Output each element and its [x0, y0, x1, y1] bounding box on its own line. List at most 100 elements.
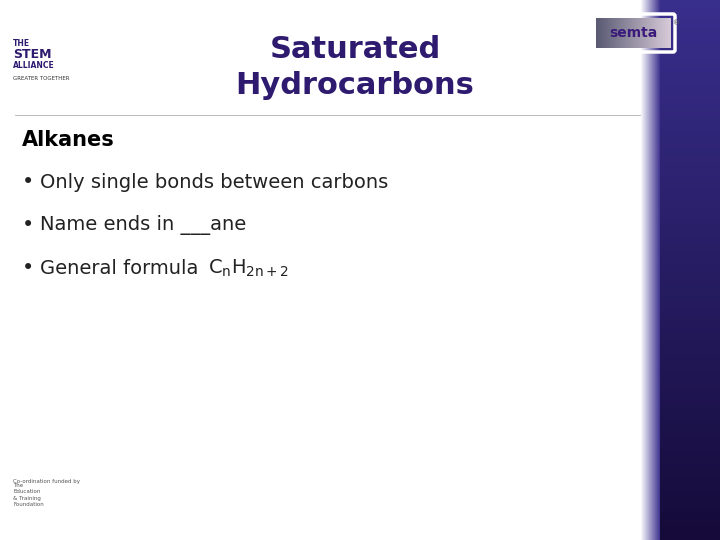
Text: THE: THE [13, 39, 30, 49]
Text: STEM: STEM [13, 49, 52, 62]
Bar [660, 22, 720, 27]
Bar [655, 0, 656, 540]
Bar [617, 18, 618, 48]
Bar [660, 117, 720, 122]
Bar [655, 18, 656, 48]
Bar [660, 485, 720, 490]
Bar [629, 18, 630, 48]
Text: Only single bonds between carbons: Only single bonds between carbons [40, 172, 388, 192]
Bar [660, 283, 720, 288]
Bar [622, 18, 623, 48]
Bar [660, 522, 720, 526]
Bar [660, 445, 720, 450]
Bar [660, 382, 720, 387]
Bar [607, 18, 608, 48]
Bar [660, 427, 720, 432]
Bar [660, 53, 720, 58]
Bar [649, 18, 650, 48]
Bar [660, 319, 720, 324]
Bar [660, 310, 720, 315]
Bar [596, 18, 597, 48]
Bar [654, 18, 655, 48]
Bar [662, 18, 663, 48]
Bar [660, 112, 720, 117]
Bar [604, 18, 605, 48]
Bar [648, 0, 649, 540]
Bar [636, 18, 637, 48]
Bar [619, 18, 620, 48]
Text: Co-ordination funded by: Co-ordination funded by [13, 480, 80, 484]
Bar [660, 535, 720, 540]
Bar [627, 18, 628, 48]
Bar [670, 18, 671, 48]
Bar [658, 18, 659, 48]
Bar [660, 171, 720, 176]
Bar [660, 44, 720, 50]
Bar [660, 279, 720, 284]
Bar [660, 472, 720, 477]
Bar [660, 202, 720, 207]
Bar [660, 409, 720, 414]
Bar [643, 0, 644, 540]
Bar [649, 0, 650, 540]
Bar [660, 301, 720, 306]
Bar [651, 0, 652, 540]
Bar [634, 18, 635, 48]
Bar [660, 144, 720, 149]
Text: $\mathregular{C_nH_{2n+2}}$: $\mathregular{C_nH_{2n+2}}$ [208, 258, 289, 279]
Bar [660, 499, 720, 504]
Bar [638, 18, 639, 48]
Bar [652, 18, 653, 48]
Bar [668, 18, 669, 48]
Bar [660, 476, 720, 482]
Bar [660, 0, 720, 4]
Bar [660, 166, 720, 171]
Bar [660, 269, 720, 274]
Text: General formula: General formula [40, 259, 204, 278]
Bar [650, 0, 651, 540]
Bar [660, 215, 720, 220]
Bar [660, 373, 720, 378]
Bar [660, 63, 720, 68]
Bar [660, 265, 720, 270]
Bar [606, 18, 607, 48]
Bar [660, 323, 720, 328]
Bar [660, 94, 720, 99]
Bar [632, 18, 633, 48]
Bar [640, 18, 641, 48]
Bar [660, 436, 720, 441]
Bar [653, 18, 654, 48]
Text: Hydrocarbons: Hydrocarbons [235, 71, 474, 99]
Bar [660, 422, 720, 428]
Bar [644, 0, 645, 540]
Bar [645, 0, 646, 540]
Bar [601, 18, 602, 48]
Bar [660, 152, 720, 158]
Bar [660, 247, 720, 252]
Bar [660, 517, 720, 522]
Bar [652, 0, 653, 540]
Bar [660, 36, 720, 40]
Bar [660, 80, 720, 85]
Bar [660, 503, 720, 509]
Bar [624, 18, 625, 48]
Bar [660, 296, 720, 301]
Text: Alkanes: Alkanes [22, 130, 114, 150]
Bar [660, 495, 720, 500]
Bar [664, 18, 665, 48]
Text: semta: semta [609, 26, 657, 40]
Bar [651, 18, 652, 48]
Bar [612, 18, 613, 48]
Bar [597, 18, 598, 48]
Bar [599, 18, 600, 48]
Bar [660, 404, 720, 409]
Bar [660, 530, 720, 536]
Bar [660, 58, 720, 63]
Bar [620, 18, 621, 48]
Bar [611, 18, 612, 48]
Bar [637, 18, 638, 48]
Bar [641, 18, 642, 48]
Bar [653, 0, 654, 540]
Text: Name ends in ___ane: Name ends in ___ane [40, 215, 246, 235]
Bar [660, 337, 720, 342]
